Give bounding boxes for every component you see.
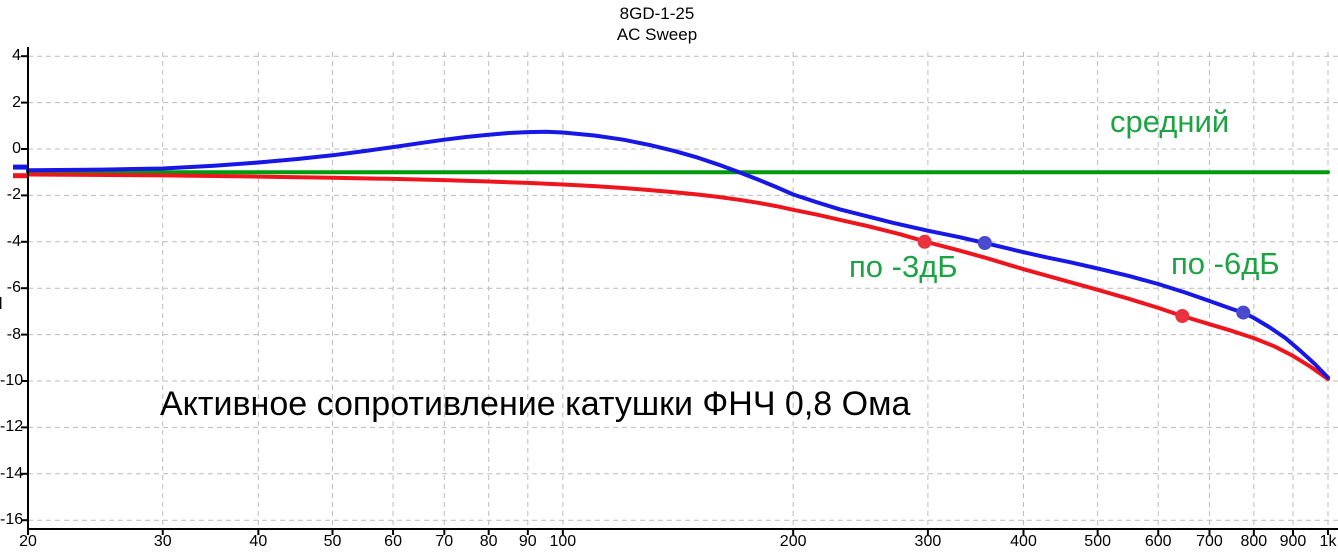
y-tick-label: -16 — [0, 511, 24, 529]
y-tick-label: -8 — [6, 325, 21, 343]
x-tick-label: 300 — [914, 533, 942, 550]
x-tick-label: 100 — [549, 533, 577, 550]
y-tick-label: -14 — [0, 464, 24, 482]
y-tick-label: 0 — [12, 140, 21, 157]
x-tick-label: 90 — [518, 533, 537, 550]
curve-red — [26, 172, 1330, 382]
left-edge-trace-mark — [13, 164, 29, 170]
axes-layer — [21, 47, 1338, 535]
edge-marks-layer — [13, 164, 29, 179]
x-tick-label: 40 — [249, 533, 268, 550]
x-tick-label: 1k — [1319, 533, 1337, 550]
left-edge-trace-mark — [13, 173, 29, 179]
y-tick-label: 4 — [12, 47, 21, 65]
markers-layer — [917, 234, 1251, 323]
x-tick-label: 800 — [1240, 533, 1268, 550]
x-tick-label: 20 — [19, 533, 37, 550]
red-cutoff-dot — [1175, 309, 1190, 323]
y-tick-label: -4 — [6, 232, 21, 250]
minus-3db-annotation: по -3дБ — [849, 249, 958, 284]
chart-title: 8GD-1-25 — [619, 4, 695, 23]
y-tick-label: -2 — [6, 186, 21, 204]
x-tick-label: 600 — [1144, 533, 1172, 550]
x-tick-label: 60 — [384, 533, 402, 550]
x-tick-label: 50 — [323, 533, 342, 550]
x-tick-label: 80 — [479, 533, 498, 550]
y-tick-label: 2 — [12, 93, 21, 111]
y-tick-label: -10 — [0, 372, 24, 389]
x-tick-label: 200 — [779, 533, 807, 550]
red-cutoff-dot — [917, 234, 932, 249]
minus-6db-annotation: по -6дБ — [1171, 246, 1280, 281]
x-tick-label: 30 — [153, 533, 172, 550]
y-tick-label: -12 — [0, 418, 24, 436]
average-level-annotation: средний — [1110, 104, 1230, 139]
blue-cutoff-dot — [977, 236, 992, 250]
grid-layer — [28, 52, 1338, 529]
x-tick-label: 500 — [1084, 533, 1111, 550]
coil-resistance-note: Активное сопротивление катушки ФНЧ 0,8 О… — [160, 385, 911, 423]
x-tick-label: 400 — [1010, 533, 1037, 550]
curve-blue — [26, 129, 1330, 380]
chart-subtitle: AC Sweep — [616, 25, 698, 44]
y-tick-label: -6 — [6, 279, 21, 297]
x-tick-label: 70 — [435, 533, 454, 550]
x-tick-label: 700 — [1196, 533, 1223, 550]
x-tick-label: 900 — [1279, 533, 1307, 550]
blue-cutoff-dot — [1236, 305, 1251, 320]
clipped-y-axis-label-fragment: п — [0, 289, 3, 315]
